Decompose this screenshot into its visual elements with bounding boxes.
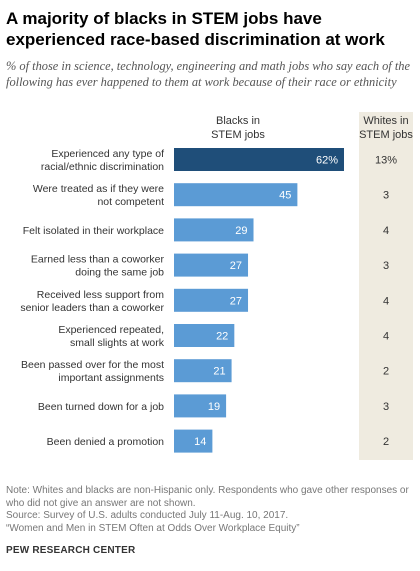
category-label: doing the same job <box>75 267 164 279</box>
whites-value-label: 4 <box>383 295 389 307</box>
whites-value-label: 4 <box>383 225 389 237</box>
category-label: Were treated as if they were <box>33 183 164 195</box>
note-line: Note: Whites and blacks are non-Hispanic… <box>6 485 409 496</box>
category-label: important assignments <box>58 372 164 384</box>
category-label: Felt isolated in their workplace <box>23 225 164 237</box>
source-line: Source: Survey of U.S. adults conducted … <box>6 510 289 521</box>
chart-title: A majority of blacks in STEM jobs have e… <box>6 9 385 49</box>
bar-value-label: 29 <box>235 225 247 237</box>
category-label: not competent <box>97 196 164 208</box>
category-label: senior leaders than a coworker <box>20 302 164 314</box>
chart-subtitle: % of those in science, technology, engin… <box>6 59 410 89</box>
category-label: Experienced repeated, <box>58 324 164 336</box>
bar-value-label: 19 <box>208 401 220 413</box>
bar-value-label: 27 <box>230 295 242 307</box>
bar-value-label: 21 <box>213 366 225 378</box>
category-label: Earned less than a coworker <box>31 254 165 266</box>
bar <box>174 148 344 171</box>
source-organization: PEW RESEARCH CENTER <box>6 545 136 556</box>
whites-column-background <box>359 112 413 460</box>
blacks-column-header: Blacks in <box>216 115 260 127</box>
whites-value-label: 3 <box>383 190 389 202</box>
category-label: Experienced any type of <box>51 148 164 160</box>
blacks-column-header: STEM jobs <box>211 129 265 141</box>
bar <box>174 359 232 383</box>
whites-value-label: 2 <box>383 436 389 448</box>
category-label: Been denied a promotion <box>47 436 164 448</box>
note-line: who did not give an answer are not shown… <box>6 497 196 509</box>
bar <box>174 429 213 453</box>
category-label: Received less support from <box>37 289 164 301</box>
category-label: Been turned down for a job <box>38 401 164 413</box>
category-label: Been passed over for the most <box>21 359 164 371</box>
bar-chart: Blacks in STEM jobs Whites in STEM jobs Expe… <box>20 112 413 460</box>
bar-value-label: 45 <box>279 190 291 202</box>
chart-notes: Note: Whites and blacks are non-Hispanic… <box>6 485 418 535</box>
whites-value-label: 3 <box>383 401 389 413</box>
whites-value-label: 3 <box>383 260 389 272</box>
category-label: small slights at work <box>70 337 165 349</box>
bar-value-label: 62% <box>316 155 338 167</box>
bar-value-label: 22 <box>216 331 228 343</box>
category-label: racial/ethnic discrimination <box>41 161 164 173</box>
bar-value-label: 14 <box>194 436 206 448</box>
report-title-line: “Women and Men in STEM Often at Odds Ove… <box>6 522 300 534</box>
whites-value-label: 4 <box>383 331 389 343</box>
bar <box>174 218 254 242</box>
bar-value-label: 27 <box>230 260 242 272</box>
bar <box>174 394 227 418</box>
whites-value-label: 13% <box>375 155 397 167</box>
bar <box>174 288 249 312</box>
whites-value-label: 2 <box>383 366 389 378</box>
bar <box>174 183 298 207</box>
whites-column-header: STEM jobs <box>359 129 413 141</box>
whites-column-header: Whites in <box>363 115 408 127</box>
bar <box>174 324 235 347</box>
bar <box>174 253 249 277</box>
